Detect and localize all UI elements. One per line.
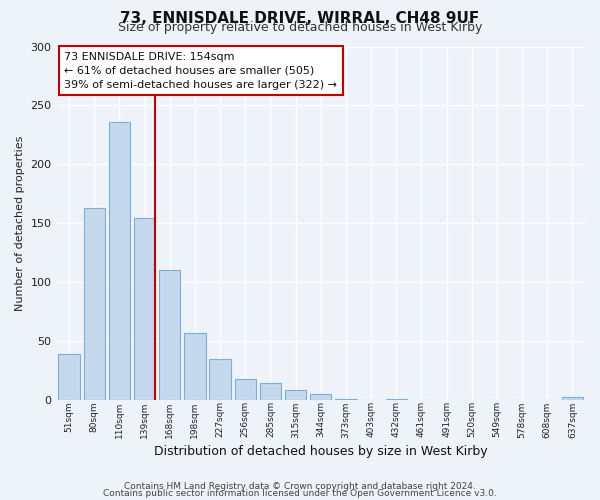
Bar (335, 398, 356, 400)
Bar (310, 394, 331, 400)
Bar (562, 398, 583, 400)
Text: Size of property relative to detached houses in West Kirby: Size of property relative to detached ho… (118, 22, 482, 35)
Bar (58, 354, 80, 400)
Text: Contains HM Land Registry data © Crown copyright and database right 2024.: Contains HM Land Registry data © Crown c… (124, 482, 476, 491)
Text: Contains public sector information licensed under the Open Government Licence v3: Contains public sector information licen… (103, 489, 497, 498)
Text: 73 ENNISDALE DRIVE: 154sqm
← 61% of detached houses are smaller (505)
39% of sem: 73 ENNISDALE DRIVE: 154sqm ← 61% of deta… (64, 52, 337, 90)
Bar (285, 390, 307, 400)
Bar (134, 218, 155, 400)
Text: 73, ENNISDALE DRIVE, WIRRAL, CH48 9UF: 73, ENNISDALE DRIVE, WIRRAL, CH48 9UF (121, 11, 479, 26)
Bar (386, 398, 407, 400)
Bar (109, 122, 130, 400)
X-axis label: Distribution of detached houses by size in West Kirby: Distribution of detached houses by size … (154, 444, 488, 458)
Bar (260, 384, 281, 400)
Bar (184, 332, 206, 400)
Bar (209, 358, 231, 400)
Bar (159, 270, 181, 400)
Y-axis label: Number of detached properties: Number of detached properties (15, 136, 25, 311)
Bar (235, 378, 256, 400)
Bar (83, 208, 105, 400)
